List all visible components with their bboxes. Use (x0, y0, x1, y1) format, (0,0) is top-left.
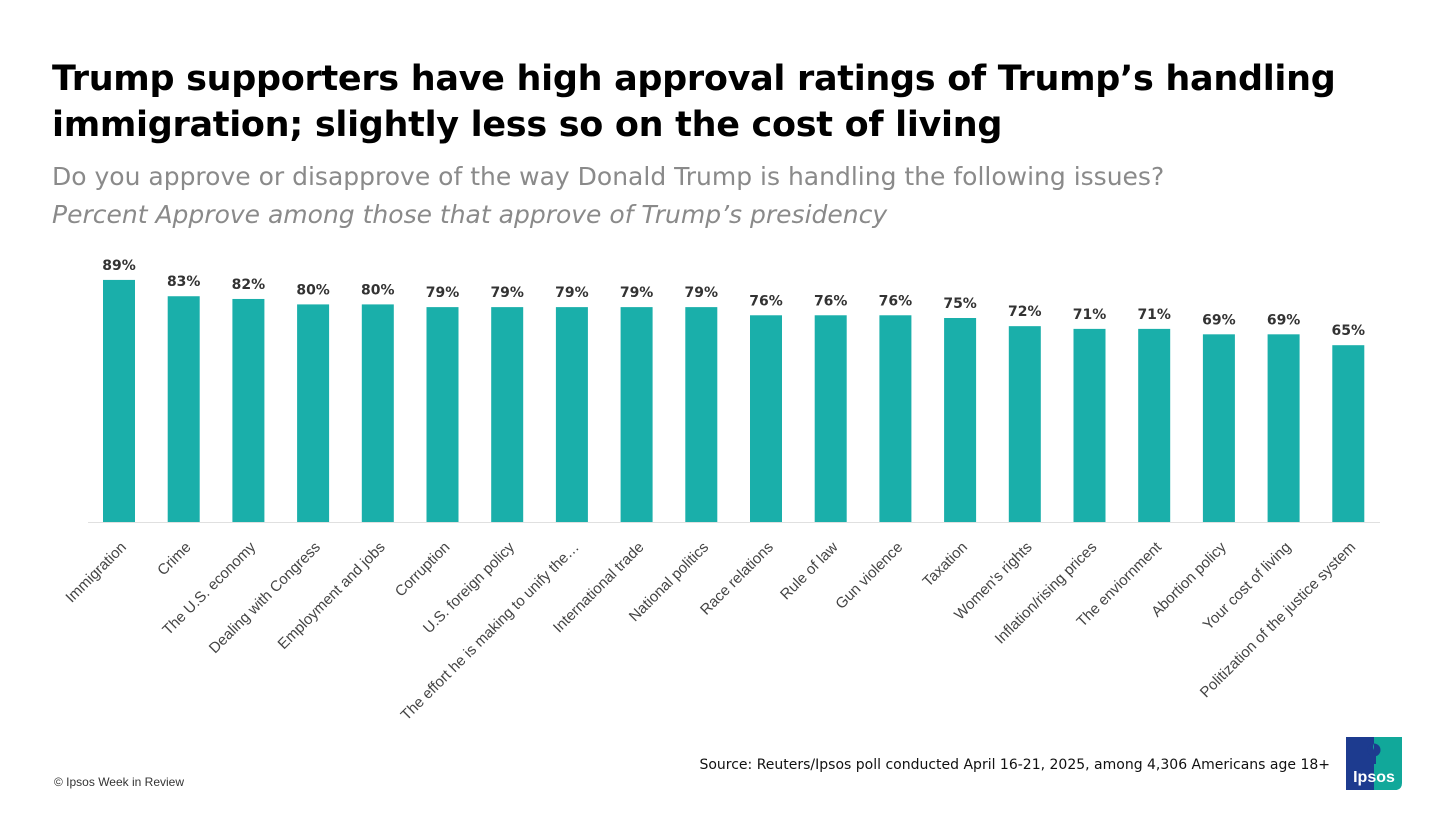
bar-17 (1138, 328, 1171, 522)
data-label-1: 89% (102, 258, 136, 274)
bar-3 (232, 298, 265, 522)
data-label-14: 75% (943, 296, 977, 312)
data-label-12: 76% (814, 293, 848, 309)
data-label-13: 76% (879, 293, 913, 309)
data-label-11: 76% (749, 293, 783, 309)
data-label-4: 80% (296, 282, 330, 298)
category-label-5: Employment and jobs (275, 539, 389, 653)
bar-15 (1008, 326, 1041, 522)
bar-2 (167, 296, 200, 522)
bar-13 (879, 315, 912, 522)
data-label-8: 79% (555, 285, 589, 301)
bar-5 (361, 304, 394, 522)
bar-16 (1073, 328, 1106, 522)
bar-11 (750, 315, 782, 522)
data-label-20: 65% (1332, 323, 1366, 339)
ipsos-logo: Ipsos (1346, 737, 1402, 790)
bar-10 (685, 307, 718, 522)
data-label-2: 83% (167, 274, 201, 290)
bar-7 (491, 307, 524, 522)
chart-subtitle: Do you approve or disapprove of the way … (52, 162, 1165, 191)
data-label-18: 69% (1202, 312, 1236, 328)
data-label-5: 80% (361, 282, 395, 298)
data-label-19: 69% (1267, 312, 1301, 328)
data-label-16: 71% (1073, 307, 1107, 323)
chart-subtitle-italic: Percent Approve among those that approve… (52, 200, 888, 229)
data-label-7: 79% (490, 285, 524, 301)
category-label-4: Dealing with Congress (206, 539, 324, 657)
data-label-17: 71% (1137, 307, 1171, 323)
source-note: Source: Reuters/Ipsos poll conducted Apr… (699, 757, 1330, 773)
category-label-1: Immigration (62, 539, 129, 606)
bar-14 (944, 318, 977, 522)
data-label-6: 79% (426, 285, 460, 301)
bar-1 (103, 279, 135, 522)
category-label-6: Corruption (392, 539, 454, 601)
bar-18 (1202, 334, 1235, 522)
bar-12 (814, 315, 847, 522)
bar-20 (1332, 345, 1365, 522)
bar-8 (555, 307, 588, 522)
data-label-9: 79% (620, 285, 654, 301)
chart-title: Trump supporters have high approval rati… (52, 59, 1336, 145)
category-label-2: Crime (154, 539, 194, 579)
data-label-15: 72% (1008, 304, 1042, 320)
category-label-14: Taxation (919, 539, 971, 591)
bar-4 (297, 304, 330, 522)
category-label-13: Gun violence (832, 539, 906, 613)
logo-text: Ipsos (1353, 769, 1395, 786)
bar-6 (426, 307, 459, 522)
copyright-note: © Ipsos Week in Review (54, 775, 185, 789)
bar-9 (620, 307, 653, 522)
category-label-12: Rule of law (777, 539, 842, 604)
bar-19 (1267, 334, 1300, 522)
data-label-3: 82% (232, 277, 266, 293)
data-label-10: 79% (685, 285, 719, 301)
